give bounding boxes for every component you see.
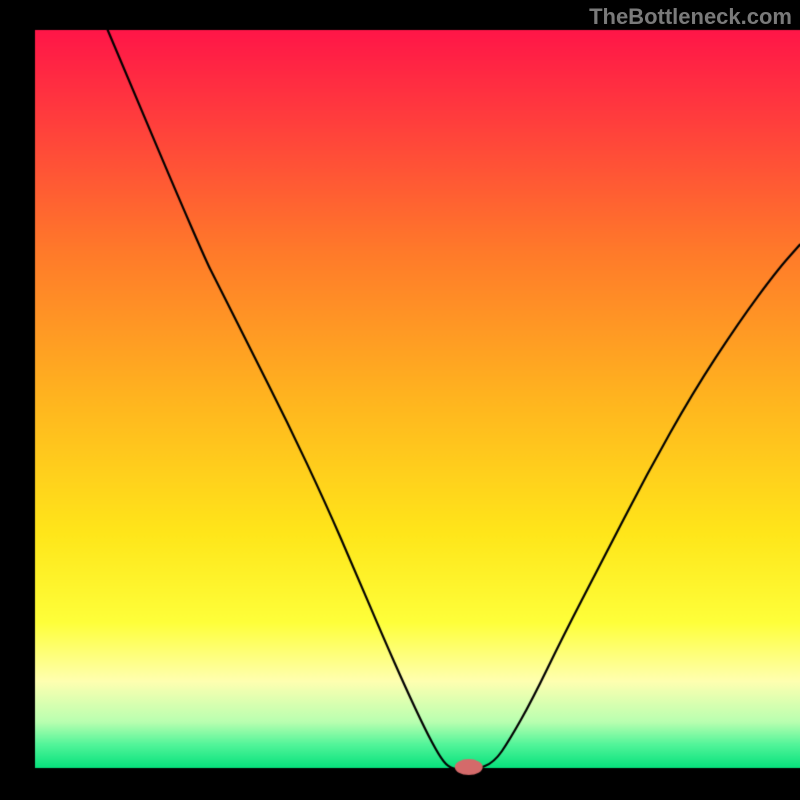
bottleneck-chart-canvas <box>0 0 800 800</box>
watermark-text: TheBottleneck.com <box>589 4 792 30</box>
